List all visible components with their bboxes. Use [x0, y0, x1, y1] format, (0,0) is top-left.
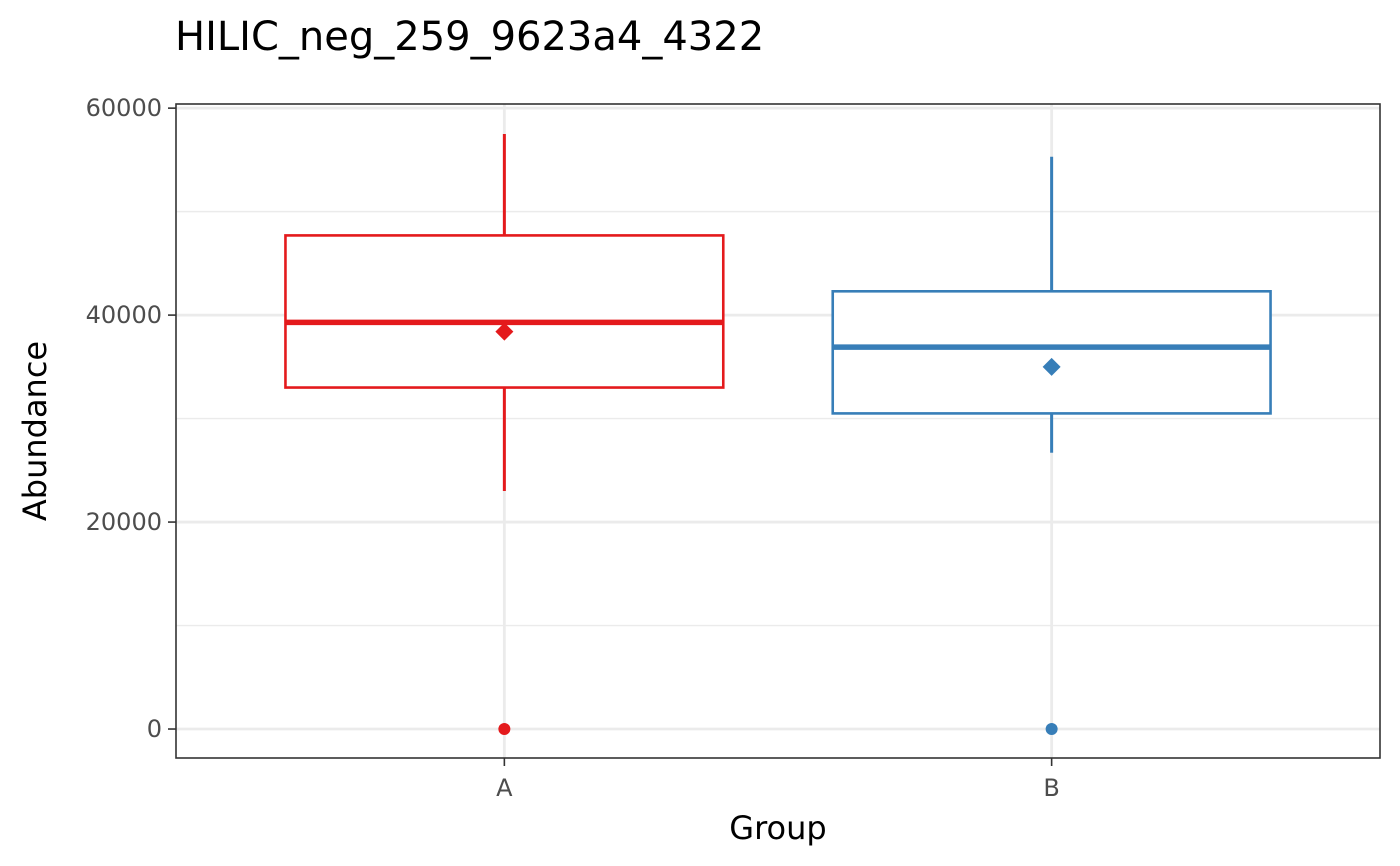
box-B [831, 156, 1272, 736]
y-tick-label: 20000 [86, 508, 162, 536]
y-tick-label: 60000 [86, 94, 162, 122]
y-axis-title: Abundance [16, 341, 54, 521]
x-tick-label: B [1043, 774, 1059, 802]
outlier-point [1045, 723, 1058, 736]
chart-title: HILIC_neg_259_9623a4_4322 [175, 14, 764, 60]
mean-point [1042, 357, 1061, 376]
y-tick-label: 0 [147, 715, 162, 743]
outlier-point [498, 723, 511, 736]
y-tick-label: 40000 [86, 301, 162, 329]
plot-border [175, 103, 1381, 759]
iqr-box [284, 234, 725, 389]
mean-point [495, 322, 514, 341]
plot-panel [176, 104, 1380, 758]
axes: 0 20000 40000 60000 A B [86, 94, 1060, 802]
iqr-box [831, 290, 1272, 415]
x-tick-label: A [496, 774, 513, 802]
box-A [284, 134, 725, 736]
boxes [284, 134, 1272, 736]
x-axis-title: Group [729, 809, 826, 847]
